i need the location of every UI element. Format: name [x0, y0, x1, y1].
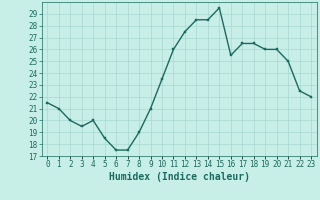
X-axis label: Humidex (Indice chaleur): Humidex (Indice chaleur) — [109, 172, 250, 182]
